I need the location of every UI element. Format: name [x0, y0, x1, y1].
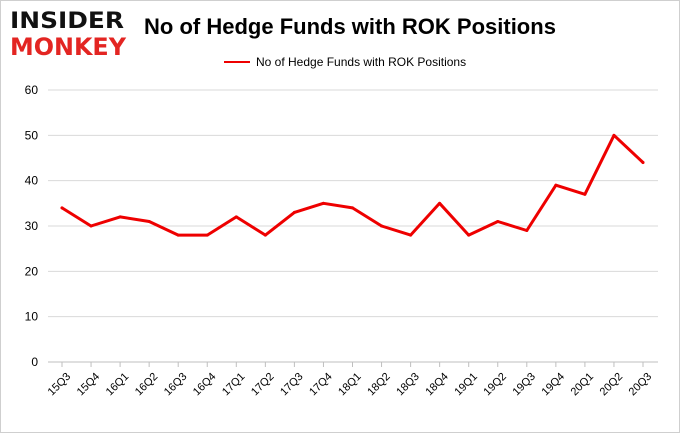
data-point [496, 219, 500, 223]
x-tick-label: 19Q1 [452, 371, 480, 399]
x-tick-label: 19Q3 [510, 371, 538, 399]
data-point [321, 201, 325, 205]
data-point [583, 192, 587, 196]
data-point [641, 161, 645, 165]
legend: No of Hedge Funds with ROK Positions [224, 55, 466, 69]
data-point [176, 233, 180, 237]
x-tick-label: 16Q3 [162, 371, 190, 399]
data-point [525, 229, 529, 233]
x-tick-label: 16Q2 [133, 371, 161, 399]
logo-line-monkey: MONKEY [10, 33, 127, 61]
y-tick-label: 0 [31, 355, 38, 369]
data-point [89, 224, 93, 228]
data-point [467, 233, 471, 237]
y-tick-label: 10 [25, 310, 39, 324]
x-tick-label: 17Q2 [249, 371, 277, 399]
series-group [60, 133, 645, 237]
x-axis-ticks: 15Q3 15Q4 16Q1 16Q2 16Q3 16Q4 17Q1 17Q2 17Q3 17Q4… [46, 362, 655, 399]
data-point [351, 206, 354, 210]
data-point [118, 215, 122, 219]
x-tick-label: 18Q1 [336, 371, 364, 399]
x-tick-label: 16Q1 [104, 371, 132, 399]
x-tick-label: 19Q4 [540, 371, 568, 399]
x-tick-label: 19Q2 [481, 371, 509, 399]
y-tick-label: 30 [25, 219, 39, 233]
x-tick-label: 17Q1 [220, 371, 248, 399]
insider-monkey-logo: INSIDER MONKEY [10, 9, 127, 61]
data-point [612, 133, 616, 137]
data-point [409, 233, 413, 237]
data-point [147, 219, 151, 223]
chart-title: No of Hedge Funds with ROK Positions [144, 14, 556, 39]
x-tick-label: 20Q1 [569, 371, 597, 399]
legend-label: No of Hedge Funds with ROK Positions [256, 55, 466, 69]
x-tick-label: 15Q3 [46, 371, 74, 399]
y-tick-label: 60 [25, 83, 39, 97]
data-point [380, 224, 384, 228]
data-point [60, 206, 64, 210]
x-tick-label: 18Q4 [423, 371, 451, 399]
data-point [438, 201, 442, 205]
x-tick-label: 17Q4 [307, 371, 335, 399]
data-point [263, 233, 267, 237]
x-tick-label: 17Q3 [278, 371, 306, 399]
y-tick-label: 20 [25, 264, 39, 278]
y-tick-label: 50 [25, 128, 39, 142]
x-tick-label: 16Q4 [191, 371, 219, 399]
logo-line-insider: INSIDER [10, 9, 124, 34]
data-point [292, 210, 296, 214]
grid-lines [48, 89, 658, 363]
data-point [205, 233, 209, 237]
x-tick-label: 20Q2 [598, 371, 626, 399]
x-tick-label: 18Q2 [365, 371, 393, 399]
x-tick-label: 18Q3 [394, 371, 422, 399]
x-tick-label: 20Q3 [627, 371, 655, 399]
data-point [234, 215, 238, 219]
data-point [554, 183, 558, 187]
x-tick-label: 15Q4 [75, 371, 103, 399]
y-tick-label: 40 [25, 174, 39, 188]
y-axis-ticks: 0 10 20 30 40 50 60 [25, 83, 39, 369]
